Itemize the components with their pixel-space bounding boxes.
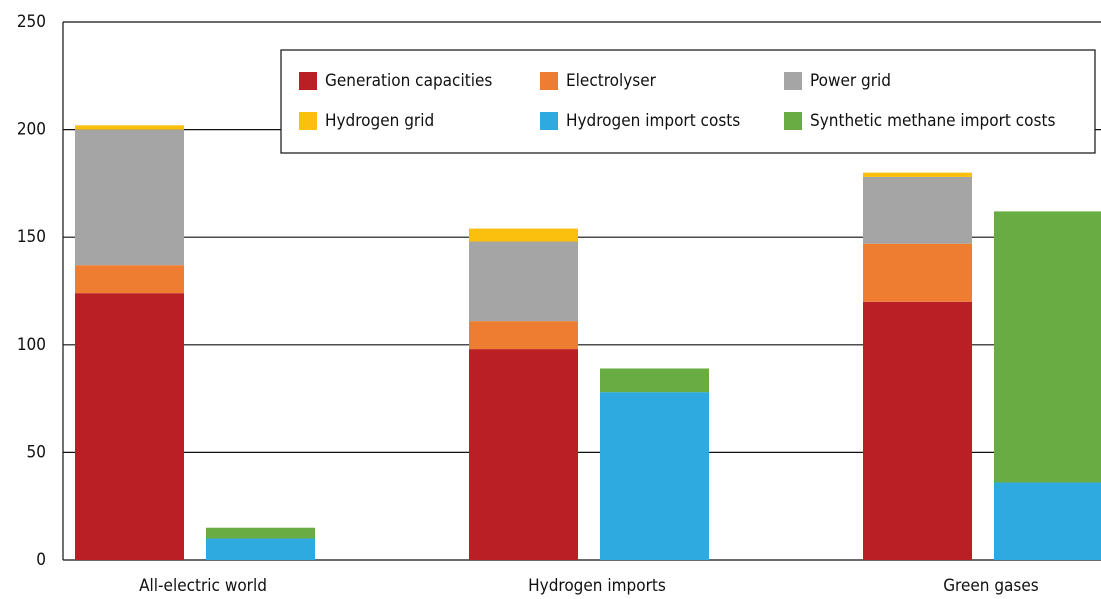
legend-swatch [784, 72, 802, 90]
legend-swatch [540, 72, 558, 90]
legend-label: Power grid [810, 71, 891, 91]
bar-segment [469, 349, 578, 560]
bar-segment [469, 241, 578, 322]
bar-segment [994, 482, 1101, 560]
bar-segment [206, 527, 315, 539]
bar-segment [863, 172, 972, 177]
bar-segment [863, 176, 972, 244]
bar-segment [469, 228, 578, 242]
y-tick-label: 200 [17, 120, 46, 140]
legend-swatch [784, 112, 802, 130]
x-tick-label: Hydrogen imports [528, 576, 666, 596]
bar-segment [206, 538, 315, 560]
y-tick-label: 250 [17, 12, 46, 32]
y-tick-label: 0 [36, 550, 46, 570]
legend-box [280, 49, 1096, 154]
bar-segment [994, 211, 1101, 483]
legend-swatch [299, 112, 317, 130]
bar-segment [863, 243, 972, 302]
legend-label: Synthetic methane import costs [810, 111, 1055, 131]
bar-segment [75, 265, 184, 294]
y-tick-label: 150 [17, 227, 46, 247]
bar-segment [469, 321, 578, 350]
bar-segment [75, 129, 184, 266]
legend-label: Generation capacities [325, 71, 492, 91]
legend-swatch [299, 72, 317, 90]
legend-label: Electrolyser [566, 71, 657, 91]
y-tick-label: 100 [17, 335, 46, 355]
legend-swatch [540, 112, 558, 130]
bar-segment [75, 125, 184, 130]
legend-label: Hydrogen import costs [566, 111, 740, 131]
bar-segment [600, 392, 709, 560]
y-tick-label: 50 [27, 442, 46, 462]
x-tick-label: Green gases [943, 576, 1039, 596]
bar-segment [75, 293, 184, 560]
x-tick-label: All-electric world [139, 576, 267, 596]
bar-segment [863, 301, 972, 560]
legend-label: Hydrogen grid [325, 111, 434, 131]
bar-segment [600, 368, 709, 393]
